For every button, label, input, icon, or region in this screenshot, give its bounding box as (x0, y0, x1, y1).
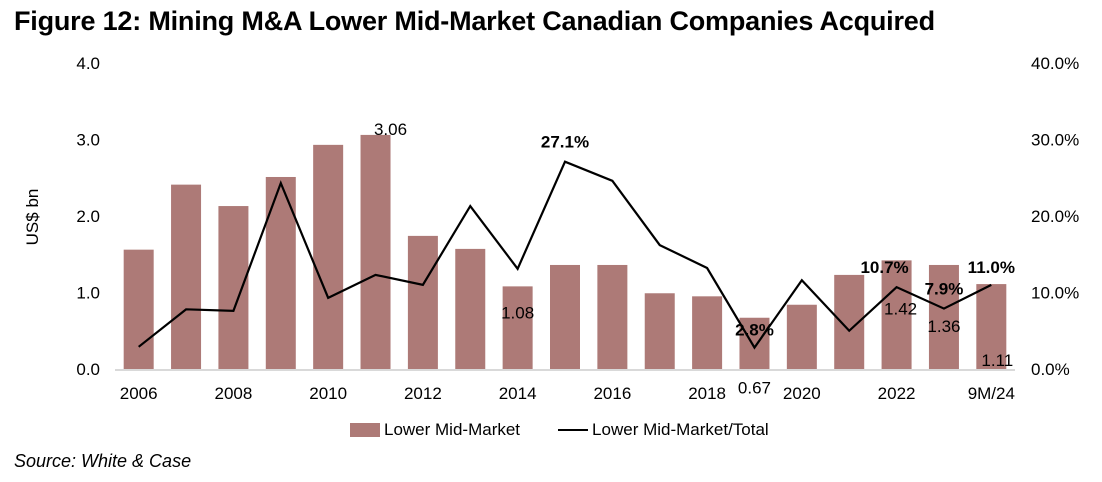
y-right-tick-label: 10.0% (1031, 284, 1079, 303)
legend-bar-swatch (350, 423, 380, 437)
legend-line-swatch (558, 429, 589, 431)
line-data-labels: 27.1% 2.8% 10.7% 7.9%11.0% (541, 133, 1015, 340)
bar-data-labels: 3.06 1.08 0.67 1.42 1.36 1.11 (374, 120, 1013, 398)
y-left-tick-label: 1.0 (76, 284, 100, 303)
bar-data-label: 1.11 (981, 351, 1013, 370)
bar-data-label: 1.08 (501, 303, 534, 322)
y-right-tick-label: 0.0% (1031, 360, 1070, 379)
bar-2007 (171, 184, 202, 369)
line-data-label: 2.8% (735, 321, 774, 340)
bar-2020 (786, 304, 817, 369)
x-tick-label: 2008 (215, 384, 253, 403)
bar-9M/24 (976, 284, 1007, 369)
legend-label-line: Lower Mid-Market/Total (592, 420, 769, 439)
bar-2008 (218, 206, 249, 369)
chart-canvas: 0.0 1.0 2.0 3.0 4.0 0.0% 10.0% 20.0% 30.0% 40.0%… (23, 54, 1079, 403)
bar-data-label: 0.67 (738, 379, 771, 398)
line-data-label: 7.9% (925, 280, 964, 299)
y-axis-right: 0.0% 10.0% 20.0% 30.0% 40.0% (1031, 54, 1079, 379)
bar-2015 (550, 264, 580, 369)
x-tick-label: 2010 (309, 384, 347, 403)
y-left-tick-label: 0.0 (76, 360, 100, 379)
legend-label-bars: Lower Mid-Market (384, 420, 521, 439)
y-axis-title: US$ bn (23, 189, 42, 246)
bar-2010 (313, 144, 344, 369)
bar-2012 (407, 235, 438, 369)
source-note: Source: White & Case (14, 451, 192, 471)
bar-2006 (123, 249, 154, 369)
bar-2011 (360, 134, 391, 369)
bar-data-label: 3.06 (374, 120, 407, 139)
line-data-label: 11.0% (968, 258, 1015, 277)
legend-item-line: Lower Mid-Market/Total (558, 420, 769, 440)
line-series (138, 160, 992, 350)
x-tick-label: 2012 (404, 384, 442, 403)
bar-2018 (692, 296, 723, 369)
x-tick-label: 2018 (688, 384, 726, 403)
y-right-tick-label: 20.0% (1031, 207, 1079, 226)
line-data-label: 27.1% (541, 133, 589, 152)
chart-title: Figure 12: Mining M&A Lower Mid-Market C… (14, 6, 935, 36)
bar-2017 (644, 293, 675, 369)
y-left-tick-label: 3.0 (76, 131, 100, 150)
bar-2014 (502, 286, 533, 369)
y-left-tick-label: 4.0 (76, 54, 100, 73)
line-data-label: 10.7% (860, 258, 908, 277)
x-tick-label: 2020 (783, 384, 821, 403)
y-left-tick-label: 2.0 (76, 207, 100, 226)
legend-item-bars: Lower Mid-Market (350, 420, 520, 440)
bar-2016 (597, 264, 628, 369)
legend: Lower Mid-Market Lower Mid-Market/Total (350, 420, 807, 440)
bar-2022 (881, 260, 912, 369)
bar-data-label: 1.36 (927, 317, 960, 336)
y-right-tick-label: 30.0% (1031, 131, 1079, 150)
bar-2023 (928, 264, 959, 369)
bar-2019 (739, 317, 770, 369)
x-axis: 2006 2008 2010 2012 2014 2016 2018 2020 2022 9M/2… (120, 384, 1015, 403)
bar-series (123, 134, 1007, 369)
x-tick-label: 2014 (499, 384, 537, 403)
x-tick-label: 2006 (120, 384, 158, 403)
x-tick-label: 9M/24 (968, 384, 1015, 403)
x-tick-label: 2016 (593, 384, 631, 403)
y-axis-left: 0.0 1.0 2.0 3.0 4.0 (76, 54, 100, 379)
x-tick-label: 2022 (878, 384, 916, 403)
y-right-tick-label: 40.0% (1031, 54, 1079, 73)
bar-data-label: 1.42 (884, 299, 917, 318)
bar-2013 (455, 248, 486, 369)
